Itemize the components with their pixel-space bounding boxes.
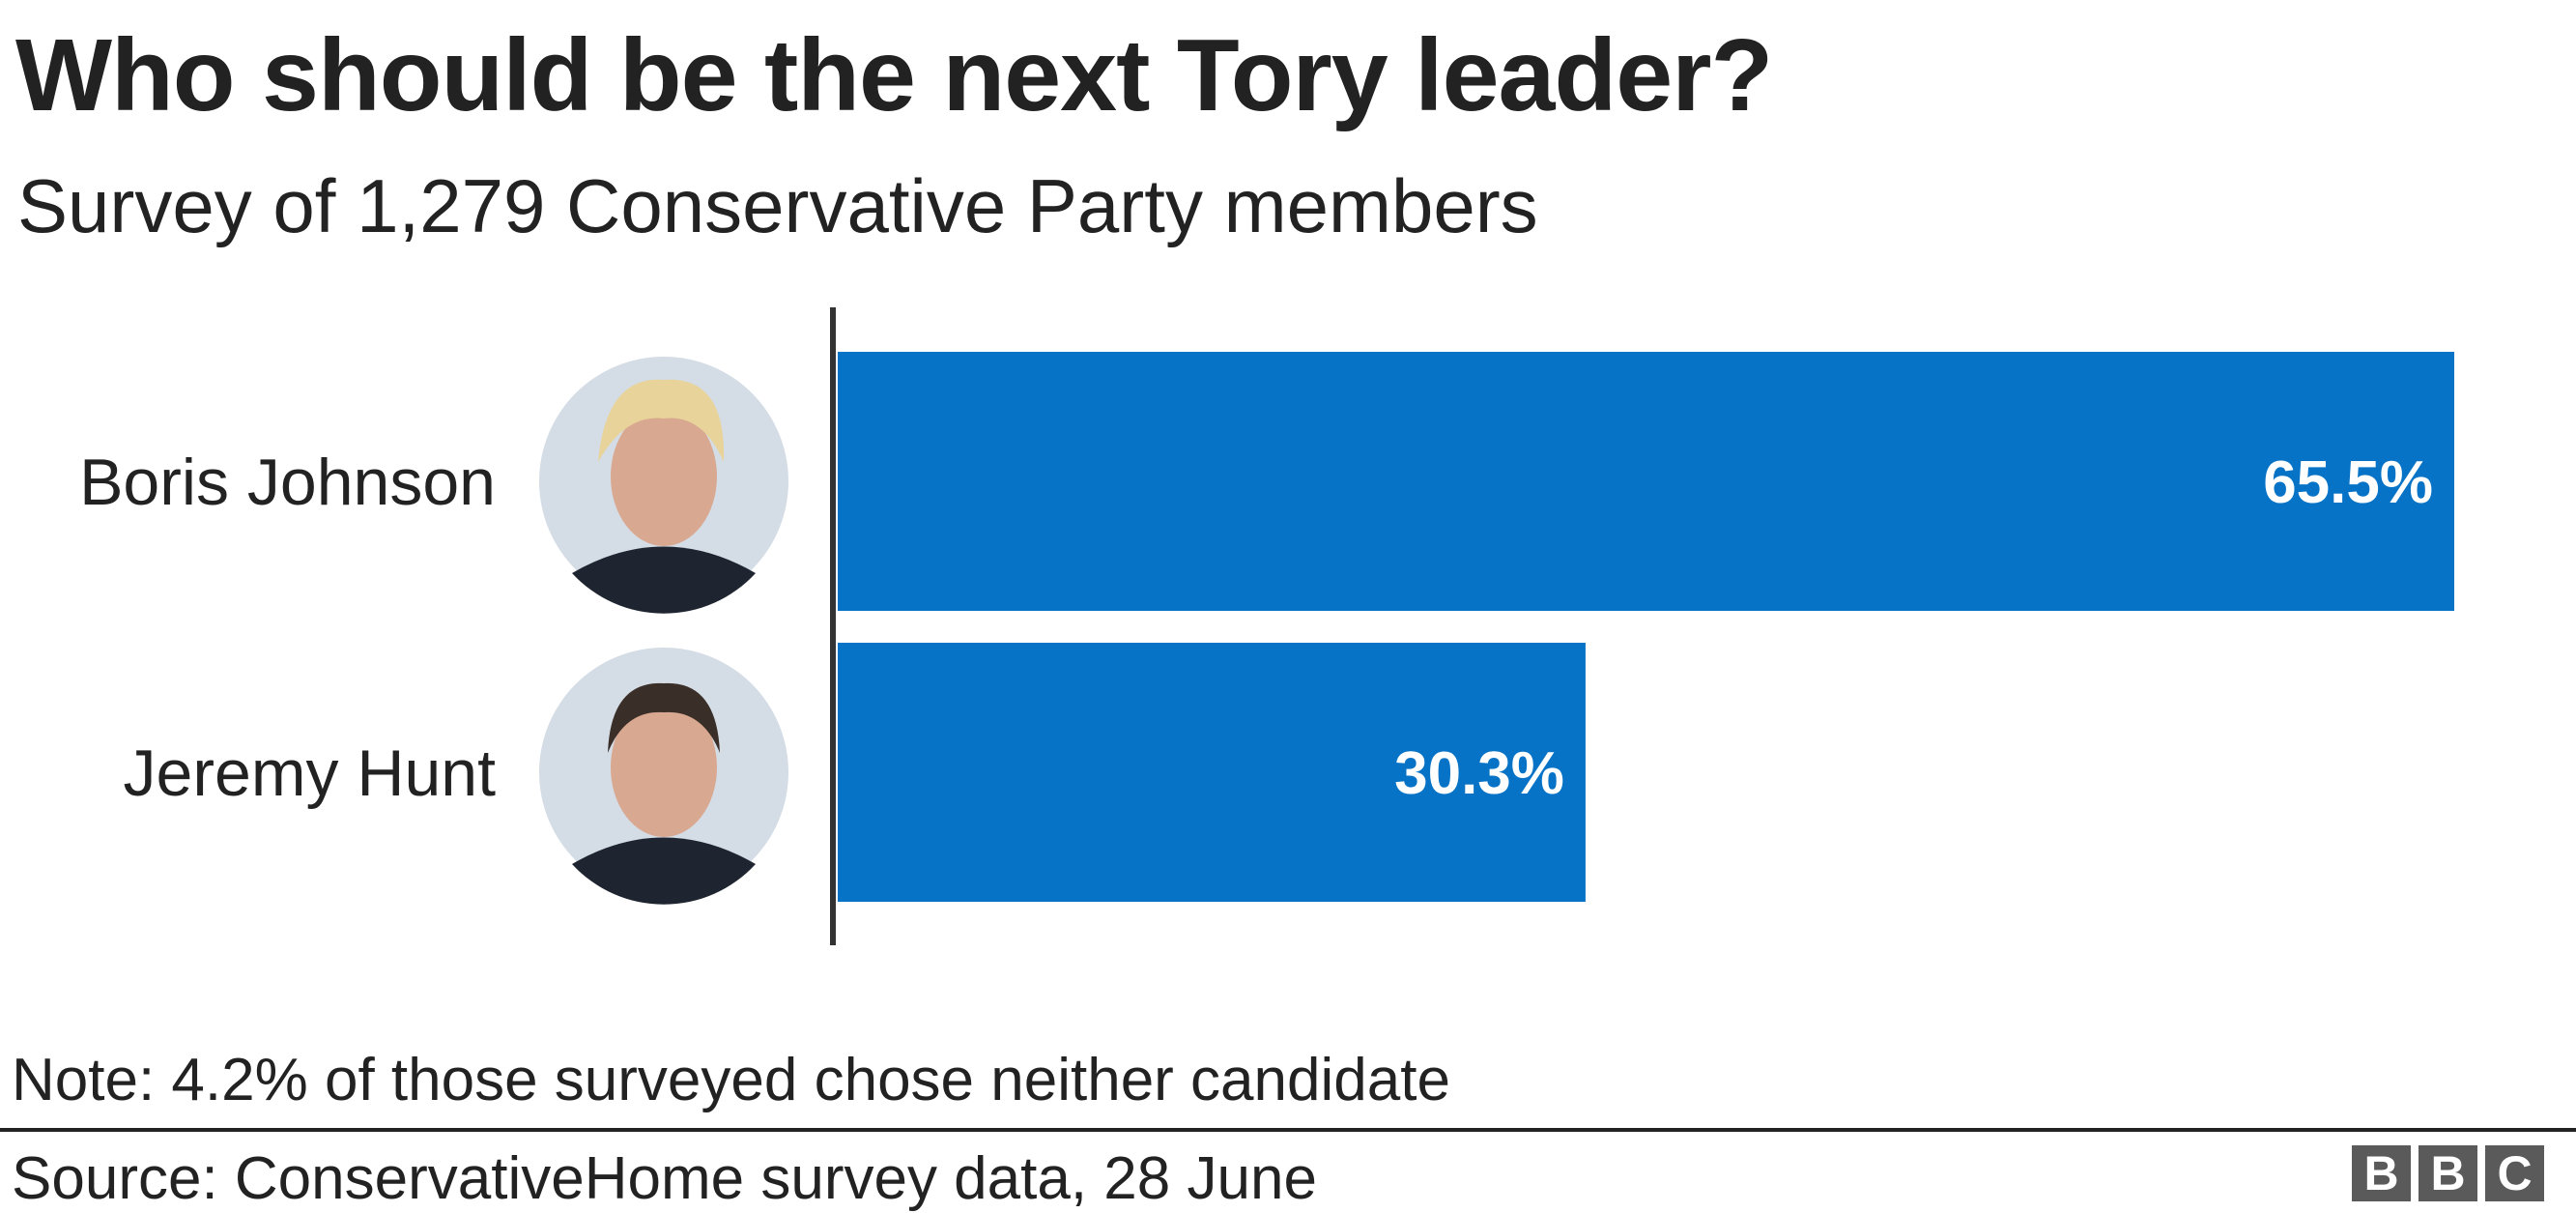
candidate-photo (539, 357, 788, 614)
data-label: 65.5% (2263, 449, 2433, 516)
chart-title: Who should be the next Tory leader? (15, 18, 1773, 132)
photo-hair (608, 682, 720, 753)
bbc-logo: B B C (2352, 1145, 2544, 1201)
photo-face (611, 698, 717, 837)
photo-hair (598, 379, 725, 462)
candidate-photo (539, 648, 788, 905)
bbc-logo-letter: B (2352, 1145, 2411, 1201)
photo-suit (572, 837, 756, 905)
photo-face (611, 407, 717, 546)
footer-divider (0, 1128, 2576, 1132)
chart-subtitle: Survey of 1,279 Conservative Party membe… (17, 163, 1538, 248)
bar (838, 352, 2454, 611)
note-text: Note: 4.2% of those surveyed chose neith… (12, 1047, 1450, 1113)
bbc-logo-letter: B (2419, 1145, 2477, 1201)
bar-chart: 65.5% Boris Johnson 30.3% Jeremy Hunt (79, 307, 2454, 945)
bar (838, 643, 1586, 902)
data-label: 30.3% (1394, 740, 1564, 807)
source-text: Source: ConservativeHome survey data, 28… (12, 1145, 1317, 1212)
bbc-logo-letter: C (2485, 1145, 2544, 1201)
y-axis-line (830, 307, 836, 945)
photo-suit (572, 546, 756, 614)
category-label: Boris Johnson (79, 446, 496, 519)
category-label: Jeremy Hunt (124, 736, 497, 810)
